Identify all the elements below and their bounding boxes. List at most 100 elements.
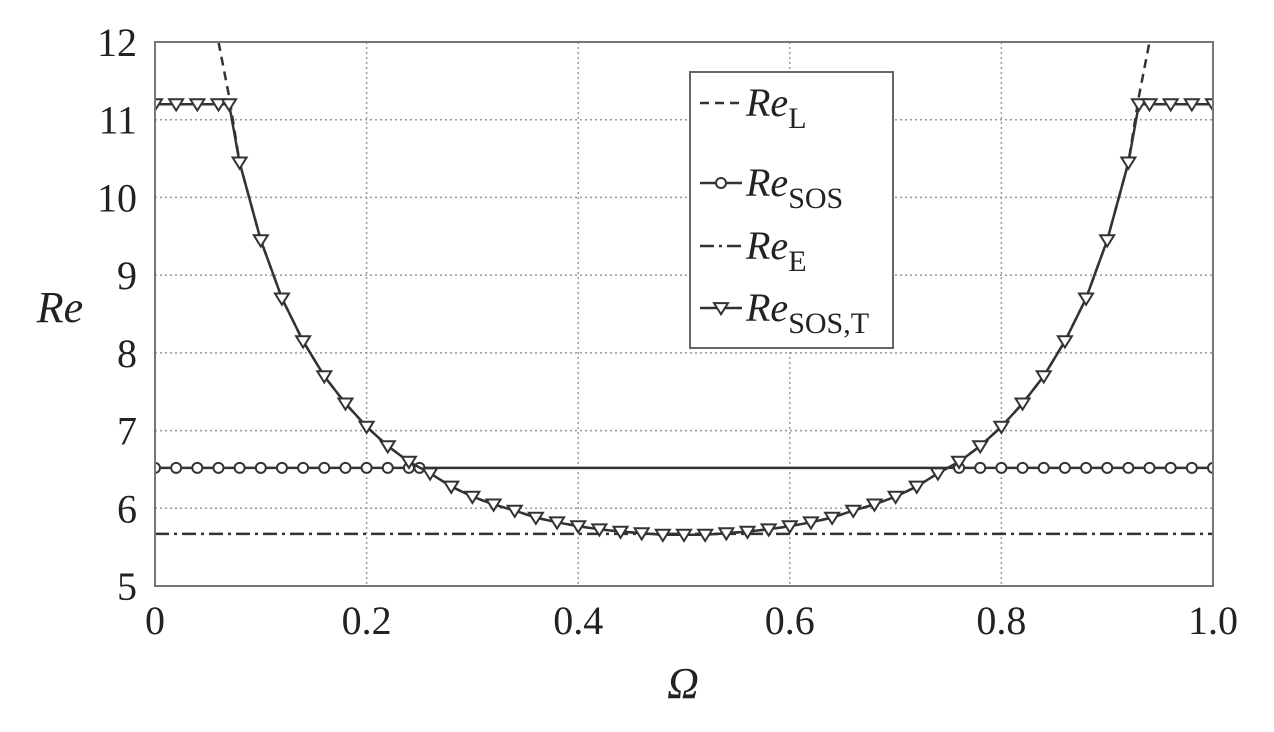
series-1-point [360,461,373,474]
series-3-point [907,480,926,495]
legend-label-3: ReSOS,T [745,285,869,340]
series-3-point [865,498,884,513]
series-3-point [315,370,334,385]
series-3-point [1077,292,1095,307]
series-1-point [254,461,267,474]
series-3-point [844,504,863,519]
series-1-point [995,461,1008,474]
series-3-point [738,525,757,540]
legend-label-main: Re [745,223,788,268]
series-1-point [1185,461,1198,474]
series-3-point [209,98,228,113]
series-1-point [155,461,161,474]
series-1 [155,461,1213,474]
series-3-point [273,292,291,307]
series-3-point [780,520,799,535]
series-1-point [1101,461,1114,474]
series-1-point [1016,461,1029,474]
x-tick-label: 0.4 [553,598,603,643]
y-tick-label: 12 [97,20,137,65]
series-1-point [1164,461,1177,474]
series-3-point [802,516,820,531]
series-3-point [717,527,736,542]
series-3-point [400,455,418,470]
series-3-point [188,98,207,113]
series-1-point [1037,461,1050,474]
x-tick-label: 0.6 [765,598,815,643]
series-layer [155,42,1213,543]
series-3-point [1183,98,1201,113]
series-1-point [974,461,987,474]
series-3-point [220,98,238,113]
series-1-point [275,461,288,474]
y-tick-label: 7 [117,409,137,454]
series-3-point [696,528,714,543]
x-tick-label: 0.8 [976,598,1026,643]
series-3-point [632,527,651,542]
series-3-point [527,511,545,526]
series-3-point [971,440,990,455]
y-tick-label: 9 [117,253,137,298]
series-3-point [230,156,249,171]
series-3-point [336,397,355,412]
series-1-point [191,461,204,474]
y-tick-label: 6 [117,486,137,531]
series-3-point [505,504,524,519]
series-3-point [484,498,503,513]
legend-label-1: ReSOS [745,160,843,215]
legend-swatch-3-point [712,302,730,317]
series-3-point [950,455,968,470]
series-3-point [294,335,312,350]
y-tick-label: 10 [97,175,137,220]
series-3-point [992,420,1011,435]
series-1-point [1207,461,1213,474]
x-axis-title: Ω [667,659,699,708]
series-1-point [233,461,246,474]
series-3-point [1204,98,1213,113]
legend-swatch-1-point [715,177,727,189]
series-3-point [675,528,693,543]
y-axis-title: Re [36,283,83,332]
series-3-point [378,440,397,455]
series-1-point [1122,461,1135,474]
series-3-point [548,516,566,531]
series-1-point [1058,461,1071,474]
series-3-point [569,520,588,535]
series-3-point [1098,234,1117,249]
legend-label-main: Re [745,80,788,125]
series-3-point [929,467,947,482]
series-3-point [463,490,482,505]
series-3-point [1161,98,1180,113]
series-1-point [297,461,310,474]
series-3 [155,98,1213,543]
series-3-point [823,511,841,526]
series-3-point [155,98,164,113]
x-tick-label: 0 [145,598,165,643]
legend-label-0: ReL [745,80,807,135]
series-3-point [1034,370,1053,385]
series-3-point [251,234,270,249]
series-1-point [212,461,225,474]
series-1-point [339,461,352,474]
legend-box [689,71,894,349]
series-3-point [590,523,609,538]
series-3-point [1013,397,1032,412]
series-3-point [1130,98,1148,113]
legend-label-subscript: E [788,245,806,278]
series-3-point [1140,98,1159,113]
series-3-point [1056,335,1074,350]
legend-label-subscript: L [788,102,806,135]
x-tick-label: 0.2 [342,598,392,643]
series-1-point [170,461,183,474]
legend-label-2: ReE [745,223,807,278]
legend-label-subscript: SOS,T [788,307,869,340]
series-1-point [1143,461,1156,474]
series-1-point [318,461,331,474]
legend-label-main: Re [745,160,788,205]
legend-label-subscript: SOS [788,182,843,215]
series-3-point [167,98,185,113]
series-3-point [611,525,630,540]
series-3-point [886,490,905,505]
